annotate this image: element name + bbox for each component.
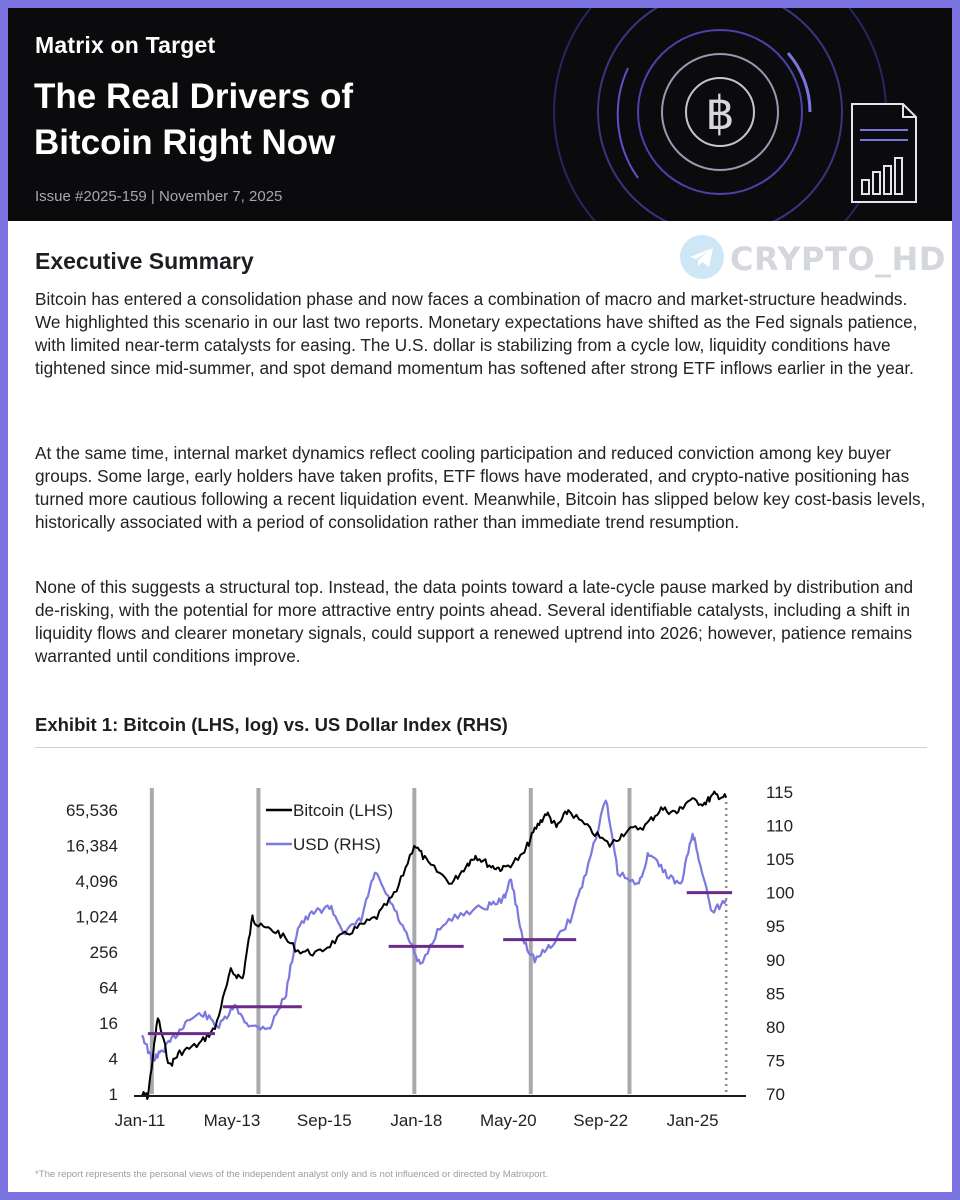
y-right-tick-label: 75 [766, 1051, 785, 1070]
report-title-line-1: The Real Drivers of [34, 77, 353, 116]
summary-paragraph-1: Bitcoin has entered a consolidation phas… [35, 289, 918, 378]
report-page: Matrix on Target The Real Drivers of Bit… [8, 8, 952, 1192]
summary-paragraph-3: None of this suggests a structural top. … [35, 577, 914, 666]
footnote: *The report represents the personal view… [35, 1169, 549, 1180]
exhibit-title: Exhibit 1: Bitcoin (LHS, log) vs. US Dol… [35, 714, 508, 735]
legend-usd-label: USD (RHS) [293, 835, 381, 854]
x-tick-label: Jan-11 [115, 1111, 166, 1130]
y-right-tick-label: 90 [766, 951, 785, 970]
usd-series-line [141, 799, 728, 1062]
watermark-text: CRYPTO_HD [730, 240, 946, 278]
y-left-tick-label: 16 [99, 1014, 118, 1033]
report-title-line-2: Bitcoin Right Now [34, 123, 336, 162]
y-right-tick-label: 80 [766, 1018, 785, 1037]
divider [35, 747, 927, 748]
section-heading: Executive Summary [35, 248, 254, 274]
y-right-tick-label: 70 [766, 1085, 785, 1104]
x-tick-label: Sep-22 [573, 1111, 628, 1130]
publication-name: Matrix on Target [35, 32, 216, 58]
y-left-tick-label: 4,096 [75, 872, 118, 891]
y-right-tick-label: 115 [766, 783, 793, 802]
telegram-icon [680, 235, 724, 279]
report-title: The Real Drivers of Bitcoin Right Now [34, 74, 554, 166]
y-left-tick-label: 65,536 [66, 801, 118, 820]
y-right-tick-label: 100 [766, 884, 794, 903]
issue-date: Issue #2025-159 | November 7, 2025 [35, 188, 283, 205]
watermark: CRYPTO_HD [680, 233, 945, 281]
bitcoin-symbol-icon: ฿ [705, 86, 734, 140]
bitcoin-series-line [141, 790, 728, 1100]
x-tick-label: Sep-15 [297, 1111, 352, 1130]
y-left-tick-label: 4 [109, 1049, 118, 1068]
y-right-tick-label: 110 [766, 817, 793, 836]
y-right-tick-label: 105 [766, 850, 794, 869]
y-left-tick-label: 1 [109, 1085, 118, 1104]
y-left-tick-label: 16,384 [66, 836, 118, 855]
legend-bitcoin-label: Bitcoin (LHS) [293, 801, 393, 820]
x-tick-label: May-20 [480, 1111, 537, 1130]
report-chart-icon [851, 103, 917, 203]
x-tick-label: May-13 [204, 1111, 261, 1130]
y-left-tick-label: 64 [99, 978, 118, 997]
y-right-tick-label: 85 [766, 984, 785, 1003]
y-left-tick-label: 1,024 [75, 907, 118, 926]
summary-paragraph-2: At the same time, internal market dynami… [35, 443, 926, 532]
y-left-tick-label: 256 [90, 943, 118, 962]
bitcoin-vs-usd-chart: 1 4 16 64 256 1,024 4,096 16,384 65,536 70 75 80 85 9… [66, 783, 794, 1130]
y-right-tick-label: 95 [766, 917, 785, 936]
x-tick-label: Jan-25 [667, 1111, 719, 1130]
report-header: Matrix on Target The Real Drivers of Bit… [8, 8, 952, 221]
header-illustration: ฿ [553, 8, 917, 221]
x-tick-label: Jan-18 [390, 1111, 442, 1130]
